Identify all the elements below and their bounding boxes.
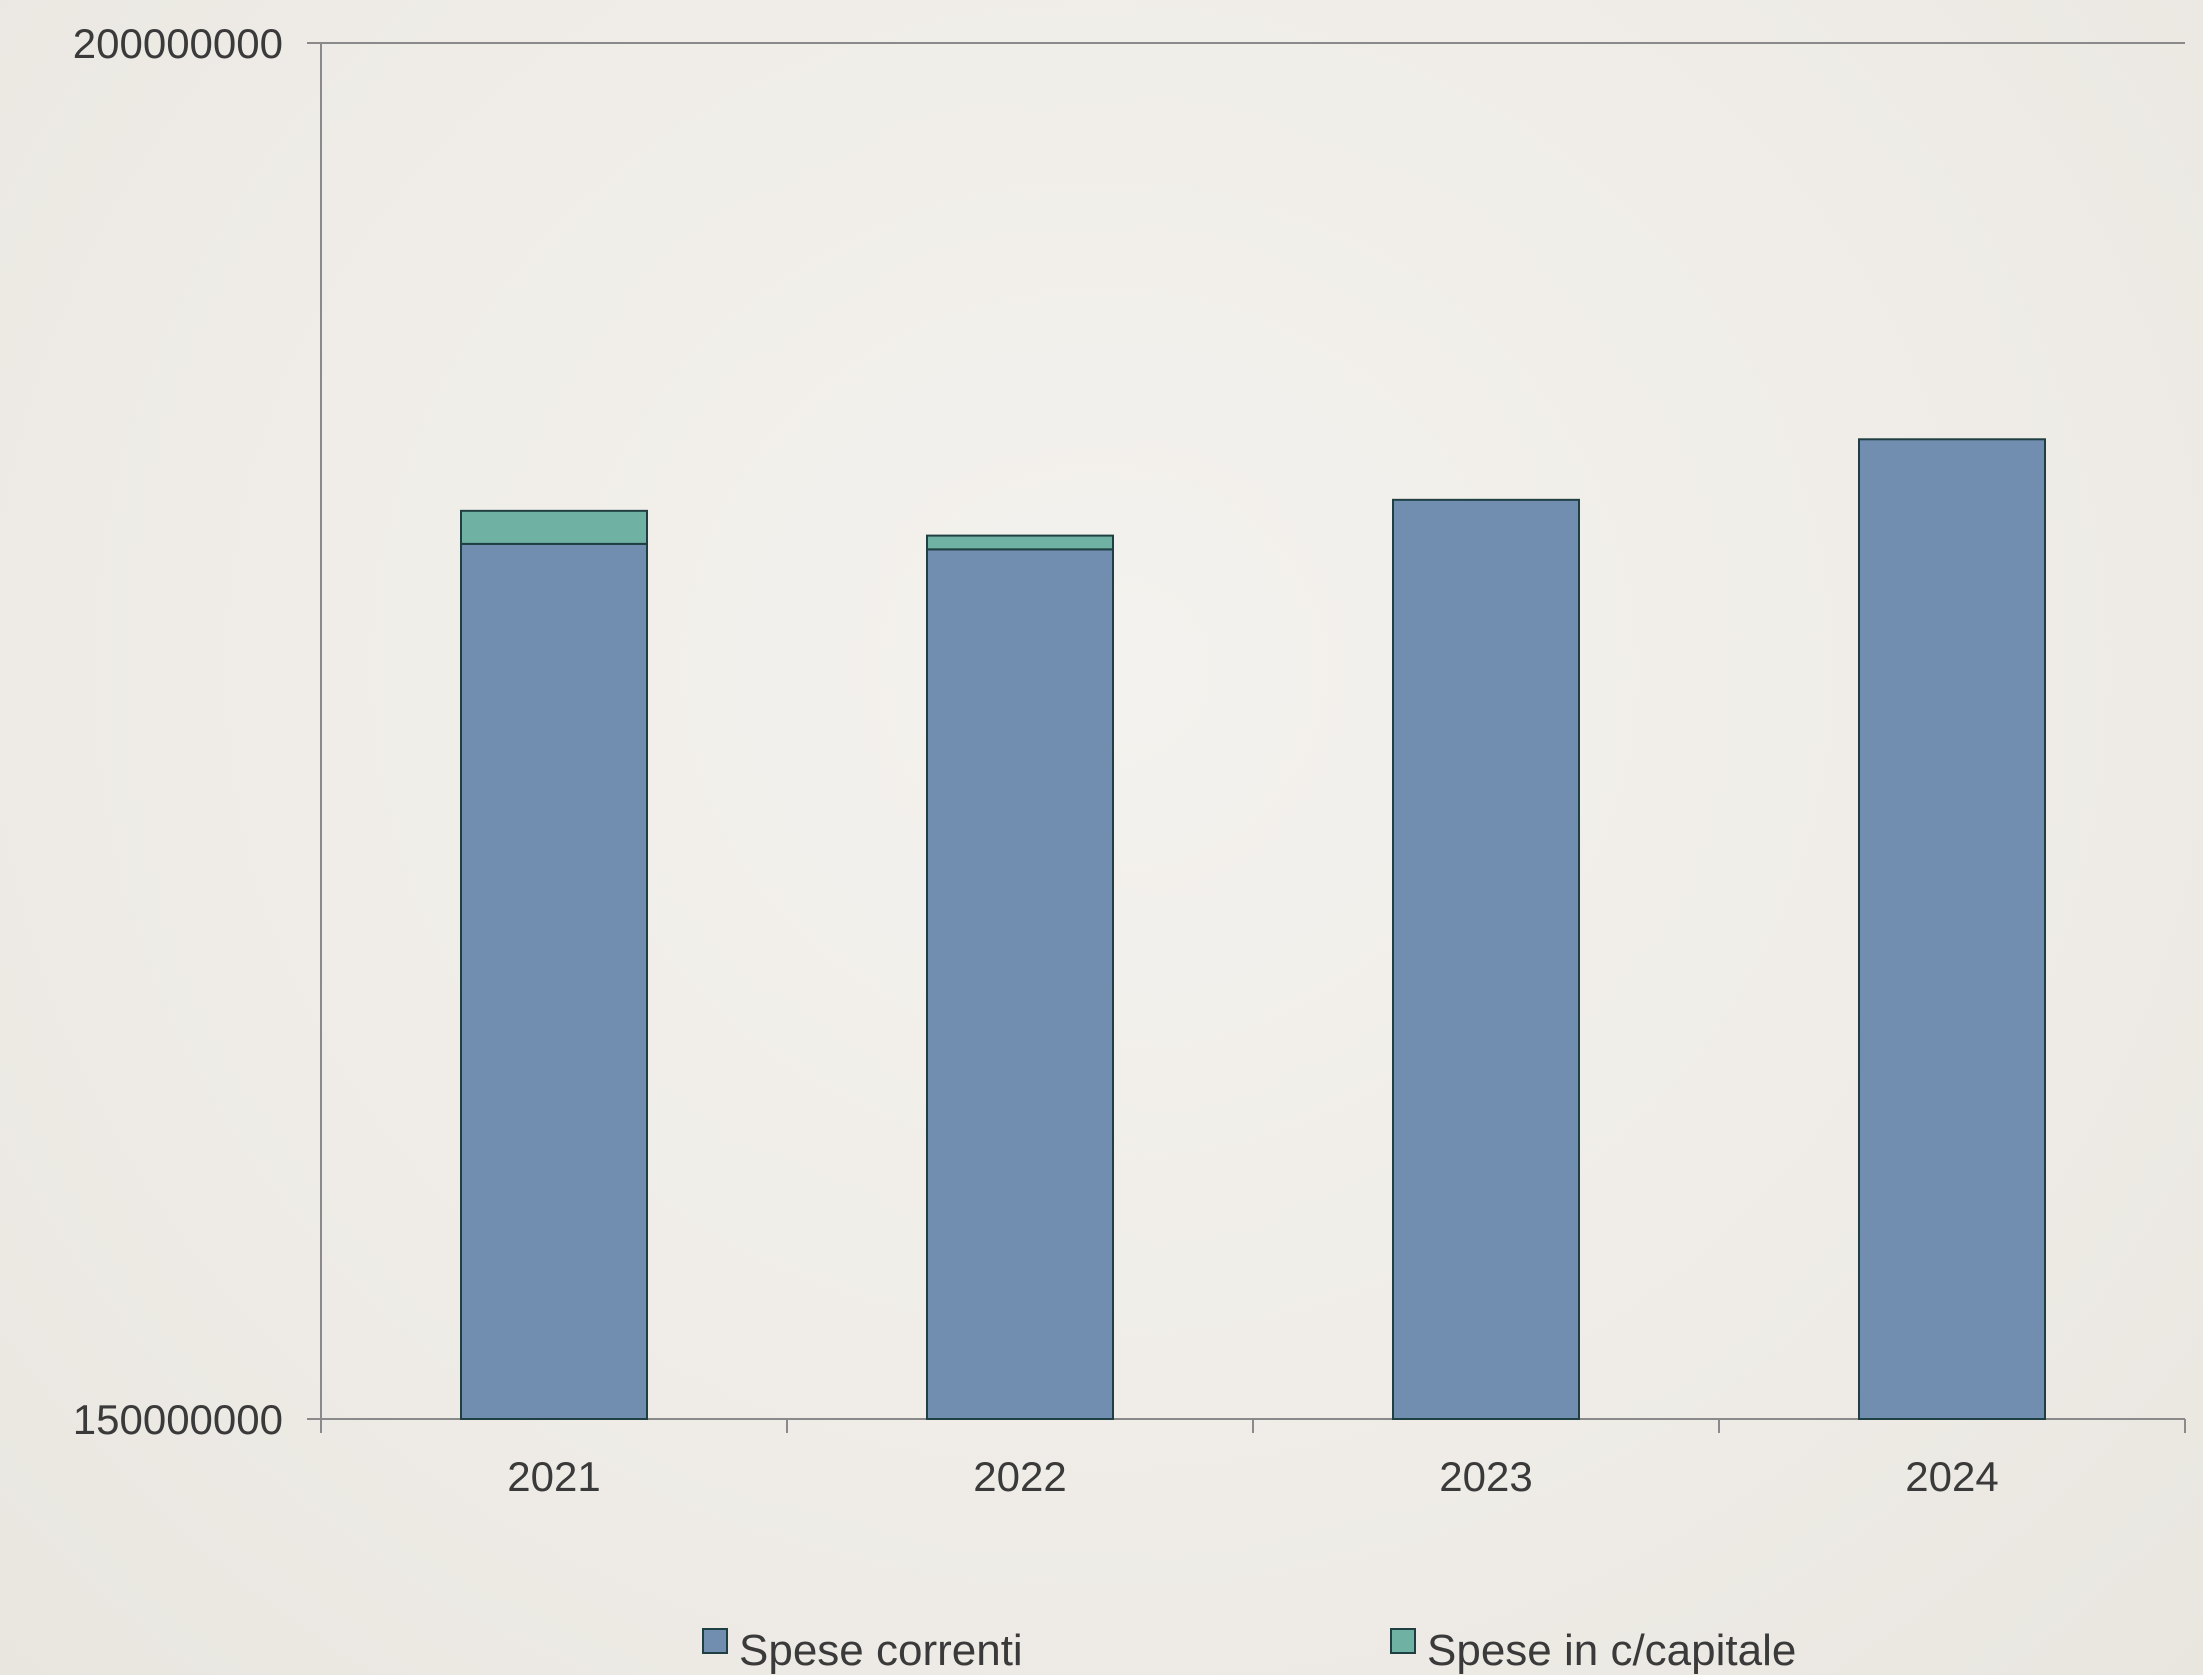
x-tick-label: 2024: [1905, 1453, 1998, 1500]
x-tick-label: 2023: [1439, 1453, 1532, 1500]
bars: [460, 438, 2046, 1421]
legend-swatch: [1390, 1628, 1416, 1654]
y-axis-ticks: 150000000 200000000: [73, 20, 321, 1443]
bar-spese-correnti-2021: [460, 542, 648, 1420]
legend-label: Spese in c/capitale: [1427, 1626, 1796, 1675]
y-tick-label: 200000000: [73, 20, 283, 67]
bar-spese-capitale-2022: [926, 534, 1114, 551]
bar-spese-correnti-2023: [1392, 498, 1580, 1421]
bar-spese-capitale-2021: [460, 509, 648, 545]
legend: Spese correnti Spese in c/capitale: [702, 1626, 1796, 1675]
bar-spese-correnti-2022: [926, 548, 1114, 1420]
legend-swatch: [702, 1628, 728, 1654]
y-tick-label: 150000000: [73, 1396, 283, 1443]
x-tick-label: 2022: [973, 1453, 1066, 1500]
legend-label: Spese correnti: [739, 1626, 1023, 1675]
x-tick-label: 2021: [507, 1453, 600, 1500]
x-axis-ticks: 2021 2022 2023 2024: [320, 1419, 2186, 1500]
bar-spese-correnti-2024: [1858, 438, 2046, 1420]
